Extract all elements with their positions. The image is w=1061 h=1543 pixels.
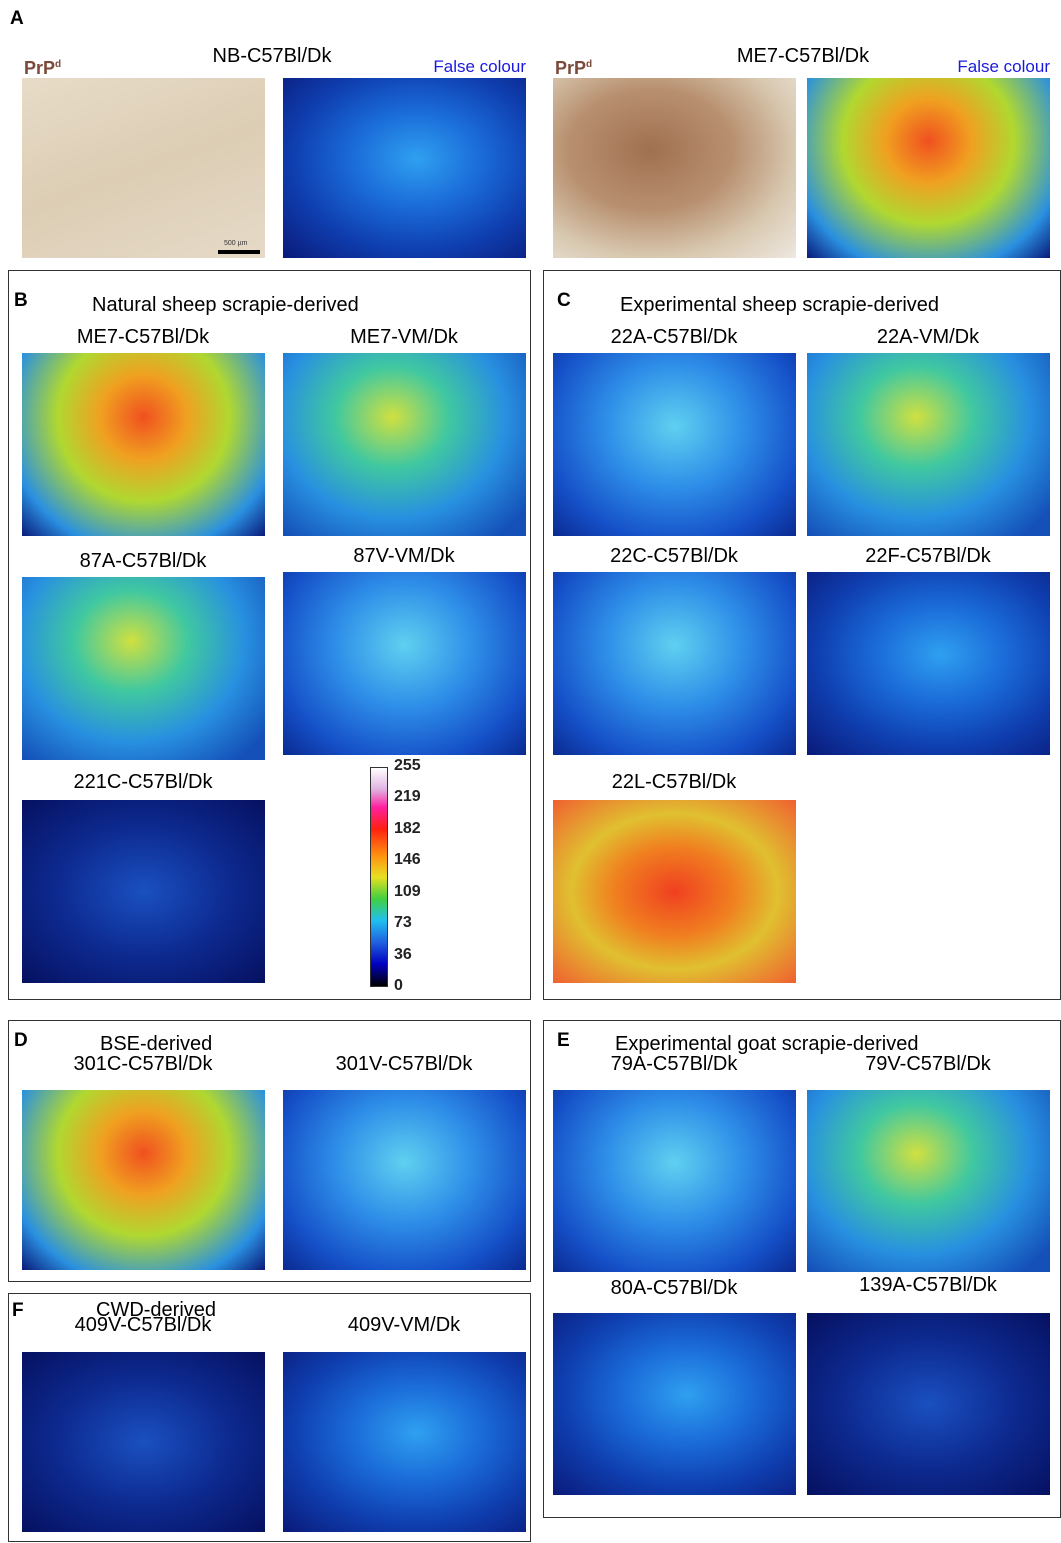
image-title: 79A-C57Bl/Dk bbox=[611, 1053, 738, 1076]
micrograph bbox=[807, 78, 1050, 258]
colorbar-label: 0 bbox=[394, 977, 403, 995]
micrograph bbox=[22, 353, 265, 536]
image-title: 22C-C57Bl/Dk bbox=[610, 545, 738, 568]
panel-title: Experimental sheep scrapie-derived bbox=[620, 294, 939, 317]
micrograph bbox=[553, 1313, 796, 1495]
image-title: 87V-VM/Dk bbox=[353, 545, 454, 568]
image-title: 409V-VM/Dk bbox=[348, 1314, 460, 1337]
micrograph bbox=[22, 1352, 265, 1532]
micrograph bbox=[22, 1090, 265, 1270]
colorbar-label: 36 bbox=[394, 946, 412, 964]
colorbar-label: 255 bbox=[394, 757, 421, 775]
image-title: 79V-C57Bl/Dk bbox=[865, 1053, 991, 1076]
stain-superscript: d bbox=[55, 59, 61, 70]
micrograph bbox=[807, 1090, 1050, 1272]
colorbar-label: 182 bbox=[394, 820, 421, 838]
micrograph bbox=[22, 78, 265, 258]
stain-label: PrPd bbox=[24, 58, 61, 79]
false-colour-label: False colour bbox=[957, 57, 1050, 77]
micrograph bbox=[807, 572, 1050, 755]
scale-bar bbox=[218, 250, 260, 254]
panel-letter: E bbox=[557, 1030, 570, 1052]
image-title: 409V-C57Bl/Dk bbox=[75, 1314, 212, 1337]
micrograph bbox=[283, 1090, 526, 1270]
image-title: ME7-C57Bl/Dk bbox=[77, 326, 209, 349]
image-title: NB-C57Bl/Dk bbox=[213, 45, 332, 68]
stain-name: PrP bbox=[555, 58, 586, 78]
micrograph bbox=[283, 78, 526, 258]
micrograph bbox=[807, 353, 1050, 536]
image-title: 22F-C57Bl/Dk bbox=[865, 545, 991, 568]
panel-title: Natural sheep scrapie-derived bbox=[92, 294, 359, 317]
micrograph bbox=[22, 577, 265, 760]
panel-letter: F bbox=[12, 1300, 24, 1322]
image-title: 221C-C57Bl/Dk bbox=[74, 771, 213, 794]
stain-label: PrPd bbox=[555, 58, 592, 79]
panel-letter: B bbox=[14, 290, 28, 312]
stain-name: PrP bbox=[24, 58, 55, 78]
colorbar-label: 109 bbox=[394, 883, 421, 901]
scale-bar-label: 500 µm bbox=[224, 240, 248, 247]
micrograph bbox=[553, 572, 796, 755]
false-colour-label: False colour bbox=[433, 57, 526, 77]
colorbar-label: 73 bbox=[394, 914, 412, 932]
micrograph bbox=[283, 1352, 526, 1532]
micrograph bbox=[553, 1090, 796, 1272]
micrograph bbox=[283, 353, 526, 536]
micrograph bbox=[807, 1313, 1050, 1495]
image-title: 301V-C57Bl/Dk bbox=[336, 1053, 473, 1076]
image-title: 87A-C57Bl/Dk bbox=[80, 550, 207, 573]
image-title: 22A-C57Bl/Dk bbox=[611, 326, 738, 349]
image-title: 22A-VM/Dk bbox=[877, 326, 979, 349]
panel-letter: A bbox=[10, 8, 24, 30]
micrograph bbox=[553, 78, 796, 258]
micrograph bbox=[22, 800, 265, 983]
image-title: ME7-VM/Dk bbox=[350, 326, 458, 349]
figure: APrPdNB-C57Bl/DkFalse colourPrPdME7-C57B… bbox=[0, 0, 1061, 1543]
image-title: 301C-C57Bl/Dk bbox=[74, 1053, 213, 1076]
panel-letter: C bbox=[557, 290, 571, 312]
image-title: 139A-C57Bl/Dk bbox=[859, 1274, 997, 1297]
micrograph bbox=[553, 800, 796, 983]
image-title: ME7-C57Bl/Dk bbox=[737, 45, 869, 68]
colorbar-label: 146 bbox=[394, 851, 421, 869]
micrograph bbox=[283, 572, 526, 755]
image-title: 80A-C57Bl/Dk bbox=[611, 1277, 738, 1300]
micrograph bbox=[553, 353, 796, 536]
colorbar-label: 219 bbox=[394, 788, 421, 806]
colorbar bbox=[370, 767, 388, 987]
image-title: 22L-C57Bl/Dk bbox=[612, 771, 737, 794]
panel-letter: D bbox=[14, 1030, 28, 1052]
stain-superscript: d bbox=[586, 59, 592, 70]
